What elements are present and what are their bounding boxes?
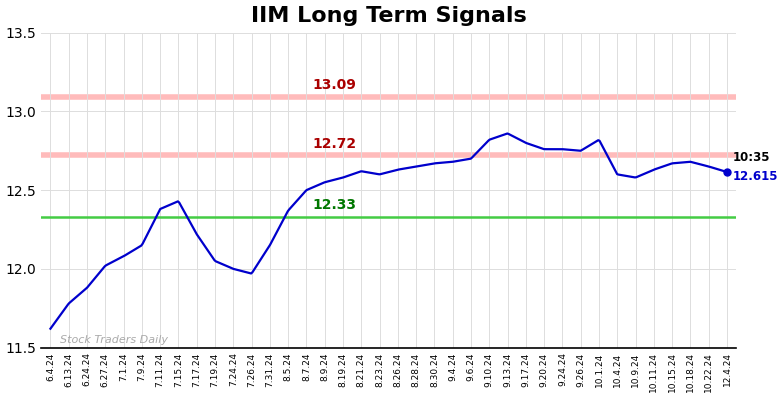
Text: 10:35: 10:35 bbox=[732, 151, 770, 164]
Text: Stock Traders Daily: Stock Traders Daily bbox=[60, 335, 168, 345]
Text: 12.615: 12.615 bbox=[732, 170, 778, 183]
Text: 13.09: 13.09 bbox=[313, 78, 357, 92]
Title: IIM Long Term Signals: IIM Long Term Signals bbox=[251, 6, 527, 25]
Text: 12.33: 12.33 bbox=[313, 198, 357, 212]
Text: 12.72: 12.72 bbox=[313, 137, 357, 150]
